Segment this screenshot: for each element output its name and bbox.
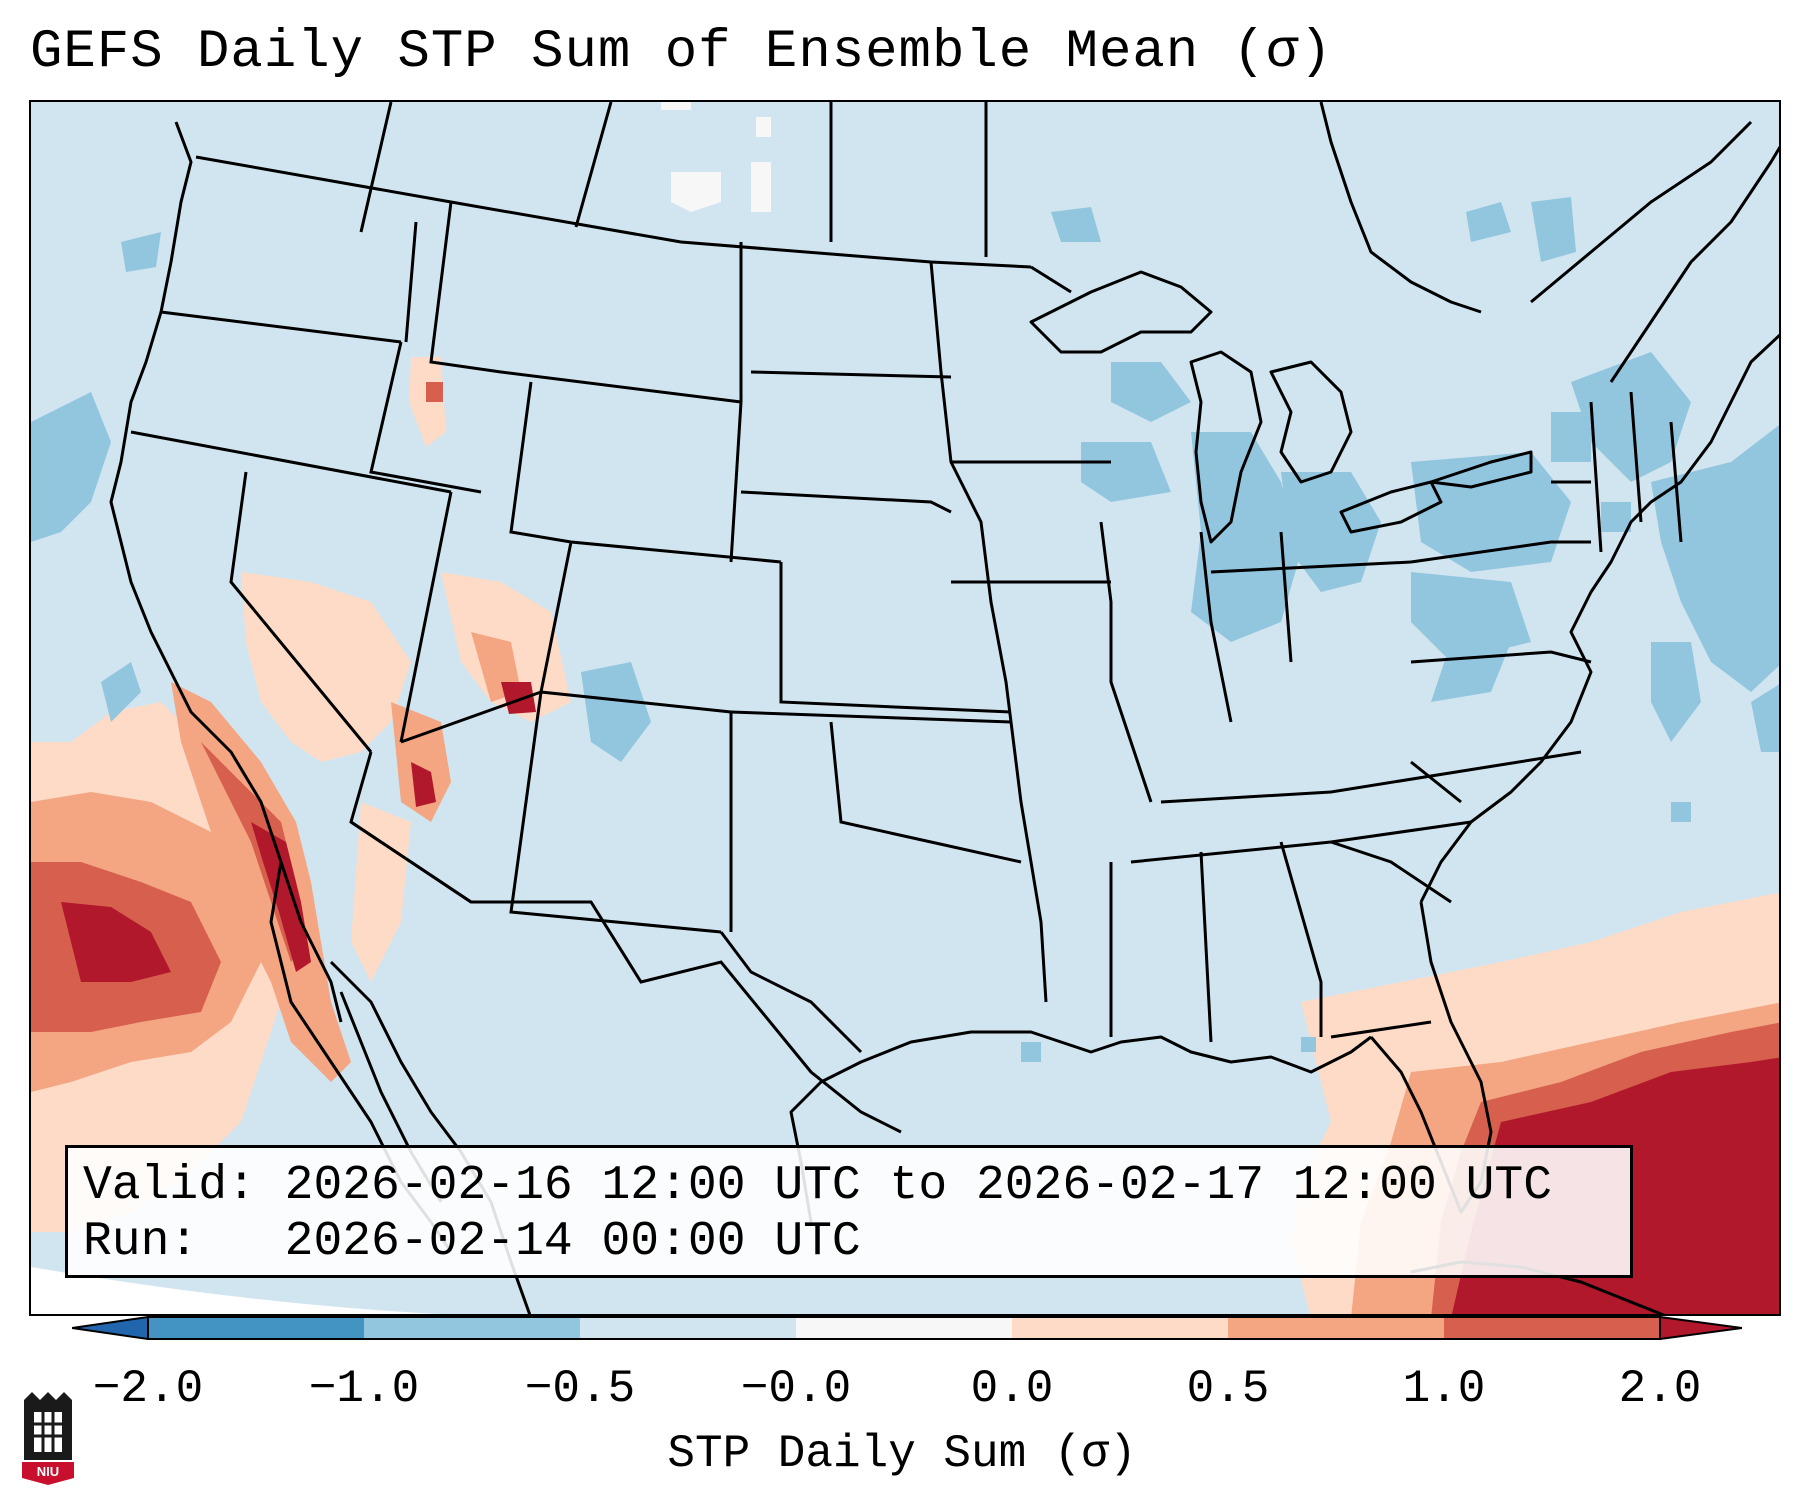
colorbar [72,1315,1742,1341]
colorbar-outline [147,1316,1661,1340]
colorbar-tick: 0.5 [1186,1363,1270,1415]
colorbar-tick: −1.0 [308,1363,420,1415]
neutral-patches [661,102,771,212]
colorbar-segment [1012,1317,1228,1339]
colorbar-extend-high [1659,1315,1742,1341]
colorbar-segment [580,1317,796,1339]
colorbar-label: STP Daily Sum (σ) [667,1428,1137,1480]
colorbar-tick: −0.0 [740,1363,852,1415]
state-borders [130,102,1683,1134]
southwest-anomaly-region [171,357,571,1082]
pacific-anomaly-region [31,702,301,1232]
valid-info-box: Valid: 2026-02-16 12:00 UTC to 2026-02-1… [65,1145,1633,1278]
colorbar-tick: 2.0 [1618,1363,1702,1415]
niu-logo: NIU [22,1392,74,1485]
logo-text: NIU [37,1464,59,1479]
colorbar-segment [148,1317,364,1339]
colorbar-tick: 1.0 [1402,1363,1486,1415]
map-panel [29,100,1781,1316]
colorbar-segment [1228,1317,1444,1339]
projection-edge-left [31,1267,438,1314]
colorbar-extend-low [72,1315,149,1341]
colorbar-segment [1444,1317,1660,1339]
map-svg [31,102,1779,1314]
colorbar-tick: −0.5 [524,1363,636,1415]
run-line: Run: 2026-02-14 00:00 UTC [83,1215,861,1269]
colorbar-tick: −2.0 [92,1363,204,1415]
colorbar-segment [796,1317,1012,1339]
valid-line: Valid: 2026-02-16 12:00 UTC to 2026-02-1… [83,1159,1553,1213]
negative-anomaly-regions [31,197,1779,1062]
chart-title: GEFS Daily STP Sum of Ensemble Mean (σ) [30,22,1333,83]
colorbar-tick: 0.0 [970,1363,1054,1415]
colorbar-segment [364,1317,580,1339]
